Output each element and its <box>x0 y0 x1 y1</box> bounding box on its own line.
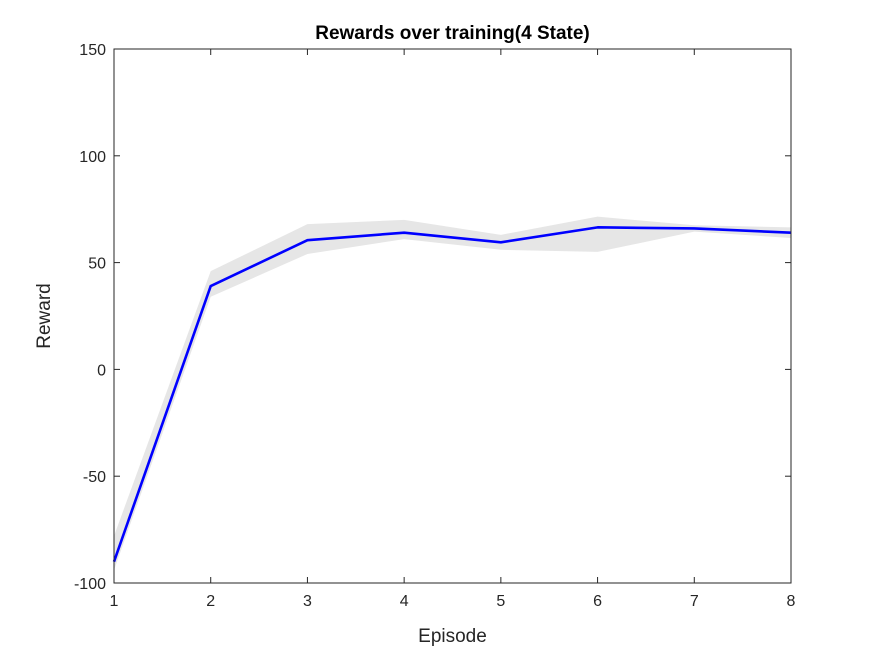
y-tick-label: -50 <box>83 469 106 486</box>
chart-title: Rewards over training(4 State) <box>315 23 590 44</box>
confidence-band <box>114 216 791 571</box>
y-tick-label: 100 <box>79 149 106 166</box>
x-tick-label: 8 <box>787 593 796 610</box>
x-tick-label: 5 <box>496 593 505 610</box>
x-tick-label: 7 <box>690 593 699 610</box>
x-tick-label: 3 <box>303 593 312 610</box>
y-tick-label: -100 <box>74 576 106 593</box>
y-tick-label: 50 <box>88 256 106 273</box>
y-axis-label: Reward <box>34 283 55 348</box>
y-tick-label: 0 <box>97 362 106 379</box>
x-tick-label: 1 <box>110 593 119 610</box>
confidence-band-layer <box>114 216 791 571</box>
plot-area-frame <box>113 48 792 584</box>
x-tick-label: 2 <box>206 593 215 610</box>
series-line-layer <box>112 226 792 563</box>
x-axis-label: Episode <box>418 626 487 647</box>
y-axis-ticks: -100 -50 0 50 100 150 <box>74 42 791 593</box>
x-tick-label: 4 <box>400 593 409 610</box>
series-line <box>112 226 792 563</box>
y-tick-label: 150 <box>79 42 106 59</box>
x-axis-ticks: 1 2 3 4 5 6 7 8 <box>110 49 796 610</box>
x-tick-label: 6 <box>593 593 602 610</box>
